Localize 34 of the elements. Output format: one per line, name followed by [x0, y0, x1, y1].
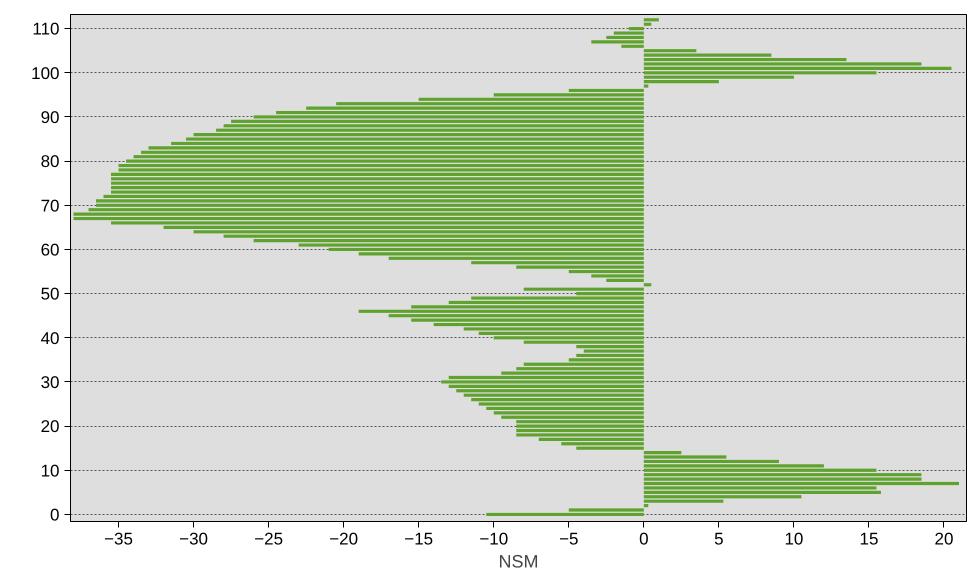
bar [644, 482, 959, 486]
y-tick-label: 30 [40, 372, 60, 392]
bar [441, 380, 644, 384]
x-tick-label: −20 [329, 530, 358, 548]
y-tick-label: 0 [50, 505, 60, 524]
bar [644, 283, 652, 286]
y-tick-label: 20 [40, 417, 60, 436]
x-tick-label: −5 [559, 530, 578, 548]
bar [74, 216, 644, 220]
x-axis-title: NSM [498, 552, 538, 572]
bar [516, 433, 644, 437]
x-tick-label: 10 [784, 530, 804, 548]
y-tick-label: 100 [31, 64, 60, 83]
x-tick-label: −25 [254, 530, 284, 548]
x-tick-label: 15 [859, 530, 878, 548]
bar [516, 428, 644, 432]
x-tick-label: 20 [934, 530, 954, 548]
y-tick-label: 90 [40, 108, 60, 127]
y-tick-label: 50 [40, 284, 60, 304]
x-tick-label: −35 [104, 530, 133, 548]
y-tick-label: 80 [40, 152, 60, 172]
y-tick-label: 60 [40, 240, 60, 260]
bar [524, 288, 644, 291]
y-tick-label: 110 [32, 20, 60, 39]
y-tick-label: 70 [40, 196, 60, 216]
x-tick-label: −10 [479, 530, 508, 548]
x-tick-label: 0 [639, 530, 649, 548]
x-tick-label: 5 [714, 530, 724, 548]
x-tick-label: −15 [404, 530, 434, 548]
y-tick-label: 40 [40, 328, 60, 348]
x-tick-label: −30 [179, 530, 208, 548]
bar [118, 164, 644, 168]
bar [486, 512, 644, 516]
y-tick-label: 10 [40, 461, 60, 480]
